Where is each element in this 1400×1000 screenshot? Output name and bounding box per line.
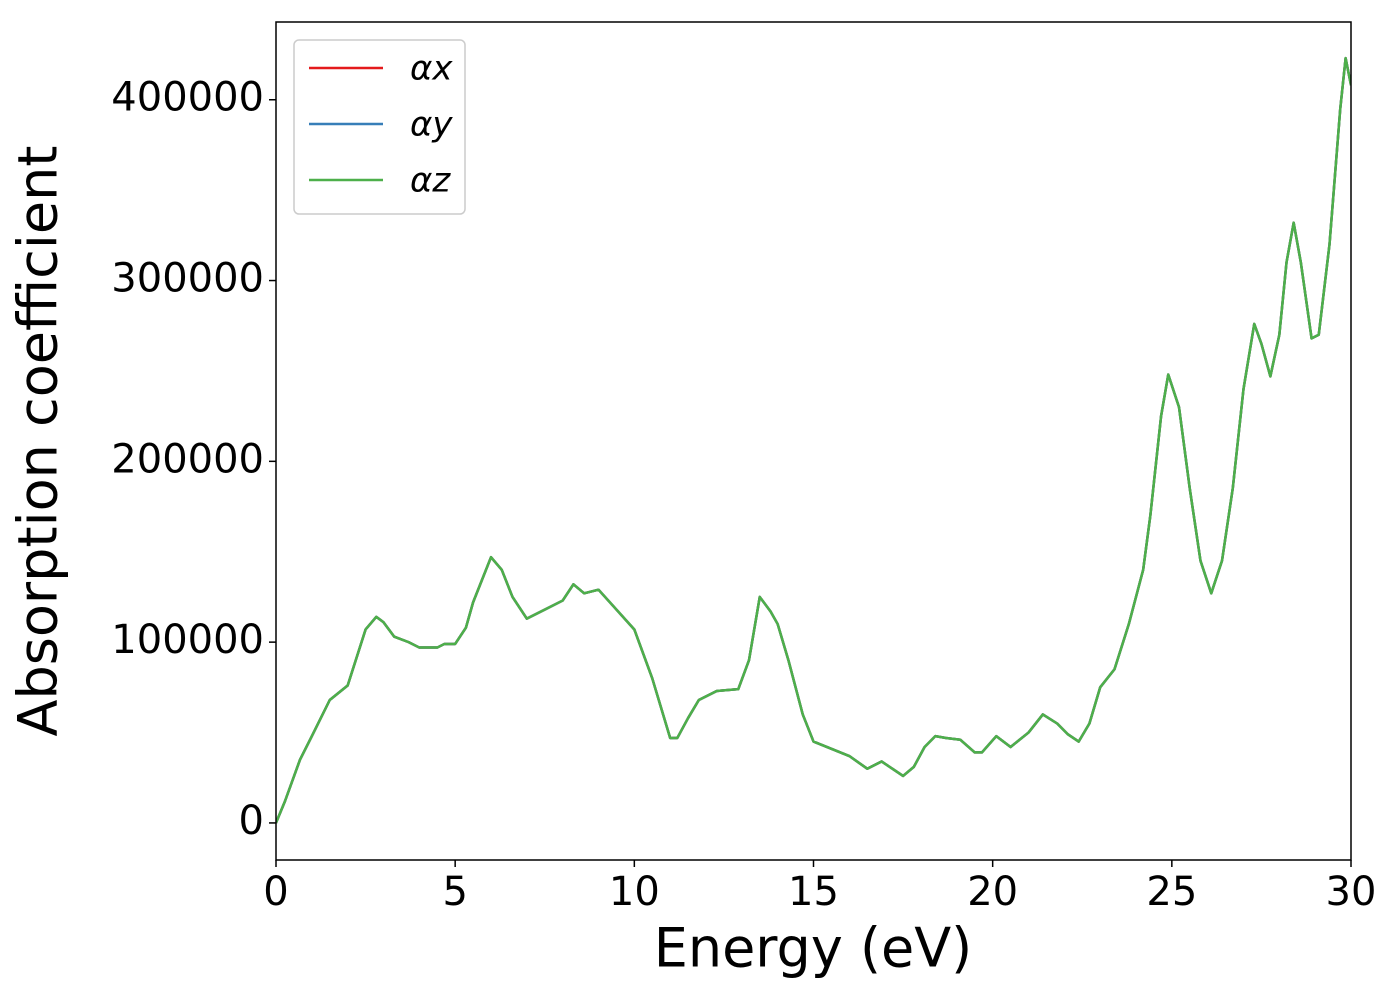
- legend-label: αz: [410, 161, 451, 201]
- x-tick-label: 0: [263, 869, 288, 915]
- y-tick-label: 0: [239, 798, 264, 844]
- x-tick-label: 15: [788, 869, 839, 915]
- x-tick-label: 30: [1326, 869, 1377, 915]
- legend-label: αx: [410, 49, 453, 89]
- y-axis-label: Absorption coefficient: [7, 146, 70, 737]
- legend-label: αy: [410, 105, 453, 145]
- x-axis-label: Energy (eV): [654, 917, 973, 980]
- y-tick-label: 300000: [111, 256, 264, 302]
- x-tick-label: 5: [442, 869, 467, 915]
- y-tick-label: 400000: [111, 75, 264, 121]
- legend-box: [293, 39, 466, 215]
- x-tick-label: 10: [609, 869, 660, 915]
- x-tick-label: 25: [1146, 869, 1197, 915]
- x-tick-label: 20: [967, 869, 1018, 915]
- y-tick-label: 200000: [111, 436, 264, 482]
- plot-frame: [275, 21, 1352, 861]
- series-line: [276, 56, 1351, 824]
- y-tick-label: 100000: [111, 617, 264, 663]
